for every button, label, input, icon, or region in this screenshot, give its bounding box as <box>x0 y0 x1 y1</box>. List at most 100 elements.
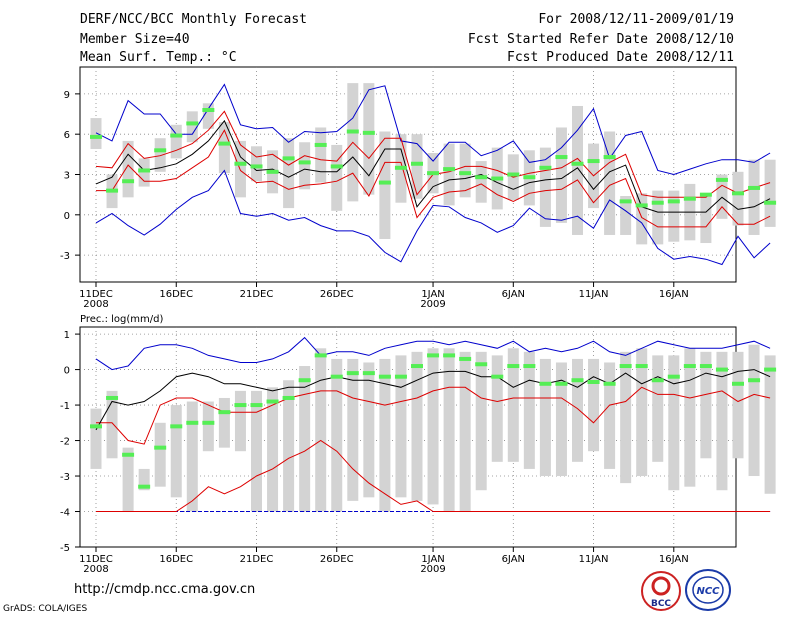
ensemble-box <box>331 358 343 512</box>
median-marker <box>635 203 648 208</box>
median-marker <box>587 159 600 164</box>
median-marker <box>603 155 616 160</box>
x-tick-label: 1JAN <box>421 554 444 565</box>
ensemble-box <box>700 193 712 244</box>
median-marker <box>443 353 456 358</box>
median-marker <box>411 161 423 166</box>
x-tick-year: 2008 <box>83 564 108 575</box>
ensemble-box <box>202 103 214 129</box>
ensemble-box <box>684 348 696 487</box>
median-marker <box>90 134 102 139</box>
median-marker <box>715 177 728 182</box>
x-tick-label: 11JAN <box>579 554 609 565</box>
median-marker <box>427 171 440 176</box>
ensemble-box <box>154 138 166 172</box>
median-marker <box>699 364 712 369</box>
ensemble-box <box>106 390 118 459</box>
chart-title: DERF/NCC/BCC Monthly Forecast <box>80 12 307 27</box>
median-marker <box>394 374 407 379</box>
ensemble-box <box>620 196 632 235</box>
x-tick-label: 11DEC <box>79 554 113 565</box>
median-marker <box>314 353 327 358</box>
median-marker <box>427 353 440 358</box>
y-tick-label: -1 <box>60 401 70 412</box>
ensemble-box <box>170 405 182 498</box>
median-marker <box>539 165 552 170</box>
median-marker <box>378 374 391 379</box>
x-tick-label: 6JAN <box>502 554 525 565</box>
median-marker <box>539 381 552 386</box>
median-marker <box>683 196 696 201</box>
ensemble-box <box>315 127 327 183</box>
median-marker <box>250 403 263 408</box>
ensemble-box <box>395 355 407 498</box>
x-tick-label: 16DEC <box>159 554 193 565</box>
ensemble-box <box>251 146 262 182</box>
median-marker <box>250 164 263 169</box>
ensemble-box <box>764 159 776 227</box>
median-marker <box>443 167 456 172</box>
ensemble-box <box>90 408 102 469</box>
median-marker <box>122 452 135 457</box>
median-marker <box>202 108 215 112</box>
median-marker <box>683 364 696 369</box>
median-marker <box>732 381 744 386</box>
ensemble-box <box>154 422 166 487</box>
ensemble-box <box>588 358 600 452</box>
ensemble-box <box>90 118 102 149</box>
ensemble-box <box>459 143 471 198</box>
median-marker <box>555 381 568 386</box>
median-marker <box>154 148 167 153</box>
median-marker <box>186 121 199 126</box>
ensemble-box <box>234 390 246 452</box>
median-marker <box>411 364 423 369</box>
x-tick-label: 26DEC <box>320 554 354 565</box>
x-tick-label: 6JAN <box>502 289 525 300</box>
ensemble-box <box>299 142 311 190</box>
y-tick-label: -3 <box>60 472 70 483</box>
median-marker <box>748 185 761 190</box>
ensemble-box <box>555 362 567 477</box>
median-marker <box>298 160 311 165</box>
median-marker <box>138 168 151 173</box>
ensemble-box <box>379 358 391 512</box>
ensemble-box <box>636 348 648 477</box>
ensemble-box <box>411 351 423 501</box>
member-size: Member Size=40 <box>80 32 190 47</box>
ensemble-box <box>572 358 583 462</box>
ensemble-box <box>572 105 583 235</box>
median-marker <box>475 362 488 367</box>
ensemble-box <box>283 138 295 209</box>
grads-credit: GrADS: COLA/IGES <box>3 604 88 614</box>
median-marker <box>555 155 568 160</box>
max-line <box>95 336 771 371</box>
y-tick-label: 9 <box>64 90 70 101</box>
median-marker <box>394 165 407 170</box>
median-marker <box>234 403 247 408</box>
median-marker <box>234 161 247 166</box>
x-tick-label: 26DEC <box>320 289 354 300</box>
ensemble-box <box>748 159 760 235</box>
ensemble-box <box>138 468 150 491</box>
ensemble-box <box>186 111 198 143</box>
source-url[interactable]: http://cmdp.ncc.cma.gov.cn <box>74 582 256 597</box>
y-tick-label: -5 <box>60 543 70 554</box>
bcc-logo: BCC <box>641 571 681 611</box>
ensemble-box <box>523 351 535 469</box>
ensemble-box <box>636 193 648 245</box>
median-marker <box>732 191 744 196</box>
median-marker <box>491 374 504 379</box>
x-tick-label: 1JAN <box>421 289 444 300</box>
ncc-logo-text: NCC <box>696 586 720 597</box>
median-marker <box>571 161 584 166</box>
median-marker <box>170 133 183 138</box>
ensemble-box <box>668 355 680 491</box>
median-marker <box>154 445 167 450</box>
ensemble-box <box>331 144 343 211</box>
median-marker <box>748 378 761 383</box>
median-marker <box>459 171 472 176</box>
median-marker <box>122 179 135 184</box>
x-tick-label: 16DEC <box>159 289 193 300</box>
median-marker <box>475 175 488 180</box>
